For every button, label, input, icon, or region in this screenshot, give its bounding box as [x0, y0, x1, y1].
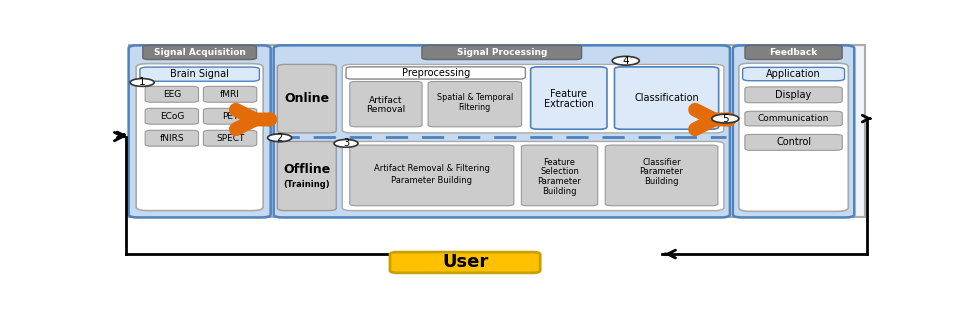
FancyBboxPatch shape: [203, 108, 257, 124]
Text: (Training): (Training): [284, 180, 330, 189]
Text: Signal Processing: Signal Processing: [456, 48, 547, 57]
Text: 2: 2: [276, 133, 283, 143]
Text: Building: Building: [644, 177, 679, 186]
Text: Filtering: Filtering: [458, 103, 491, 112]
Text: Parameter: Parameter: [538, 177, 581, 186]
FancyBboxPatch shape: [606, 145, 718, 206]
Text: Classifier: Classifier: [642, 158, 681, 167]
Text: Spatial & Temporal: Spatial & Temporal: [437, 93, 513, 102]
Text: Classification: Classification: [634, 93, 699, 103]
Text: 5: 5: [722, 113, 729, 124]
FancyBboxPatch shape: [745, 45, 842, 60]
Text: 1: 1: [139, 77, 145, 87]
Text: Feature: Feature: [550, 89, 587, 99]
Text: Communication: Communication: [758, 114, 829, 123]
FancyBboxPatch shape: [738, 63, 848, 211]
FancyBboxPatch shape: [390, 252, 540, 273]
Circle shape: [712, 114, 738, 123]
FancyBboxPatch shape: [531, 67, 607, 129]
Text: Brain Signal: Brain Signal: [171, 69, 229, 79]
Text: Display: Display: [775, 90, 812, 100]
FancyBboxPatch shape: [136, 64, 264, 210]
Text: SPECT: SPECT: [216, 134, 244, 143]
FancyBboxPatch shape: [342, 141, 724, 210]
FancyBboxPatch shape: [350, 145, 514, 206]
FancyBboxPatch shape: [145, 130, 199, 146]
Text: User: User: [442, 254, 488, 271]
Text: Feedback: Feedback: [769, 48, 818, 57]
FancyBboxPatch shape: [745, 134, 842, 150]
Text: EEG: EEG: [163, 90, 181, 99]
FancyBboxPatch shape: [745, 111, 842, 126]
FancyBboxPatch shape: [742, 67, 845, 81]
Text: Artifact Removal & Filtering: Artifact Removal & Filtering: [374, 164, 489, 173]
FancyBboxPatch shape: [145, 86, 199, 102]
Text: Signal Acquisition: Signal Acquisition: [154, 48, 245, 57]
Circle shape: [612, 56, 640, 65]
Text: Offline: Offline: [283, 163, 330, 176]
FancyBboxPatch shape: [614, 67, 719, 129]
FancyBboxPatch shape: [350, 81, 422, 127]
Text: fNIRS: fNIRS: [160, 134, 184, 143]
FancyBboxPatch shape: [203, 130, 257, 146]
Circle shape: [267, 134, 292, 142]
FancyBboxPatch shape: [521, 145, 598, 206]
Bar: [129, 45, 864, 217]
FancyBboxPatch shape: [273, 45, 730, 217]
Text: fMRI: fMRI: [220, 90, 240, 99]
FancyBboxPatch shape: [142, 45, 257, 60]
Circle shape: [130, 79, 154, 86]
Text: Extraction: Extraction: [544, 99, 594, 109]
Text: 3: 3: [343, 139, 349, 148]
Circle shape: [334, 139, 358, 147]
Text: 4: 4: [622, 56, 629, 66]
FancyBboxPatch shape: [140, 67, 260, 81]
FancyBboxPatch shape: [733, 45, 855, 217]
FancyBboxPatch shape: [203, 86, 257, 102]
FancyBboxPatch shape: [145, 108, 199, 124]
FancyBboxPatch shape: [422, 45, 581, 60]
Text: Control: Control: [776, 137, 811, 147]
Text: PET: PET: [222, 112, 238, 121]
Text: ECoG: ECoG: [160, 112, 184, 121]
Text: Selection: Selection: [540, 167, 579, 176]
Text: Artifact: Artifact: [369, 96, 403, 105]
Text: Parameter Building: Parameter Building: [391, 176, 472, 185]
Text: Feature: Feature: [544, 158, 576, 167]
Text: Preprocessing: Preprocessing: [401, 68, 470, 78]
Text: Building: Building: [543, 187, 577, 196]
Text: Parameter: Parameter: [640, 167, 683, 176]
FancyBboxPatch shape: [428, 81, 521, 127]
FancyBboxPatch shape: [277, 141, 336, 210]
FancyBboxPatch shape: [745, 87, 842, 103]
Text: Online: Online: [284, 92, 329, 105]
Text: Removal: Removal: [366, 105, 406, 114]
FancyBboxPatch shape: [346, 67, 525, 79]
Text: Application: Application: [766, 69, 821, 79]
FancyBboxPatch shape: [129, 45, 270, 217]
FancyBboxPatch shape: [277, 64, 336, 133]
FancyBboxPatch shape: [342, 64, 724, 133]
